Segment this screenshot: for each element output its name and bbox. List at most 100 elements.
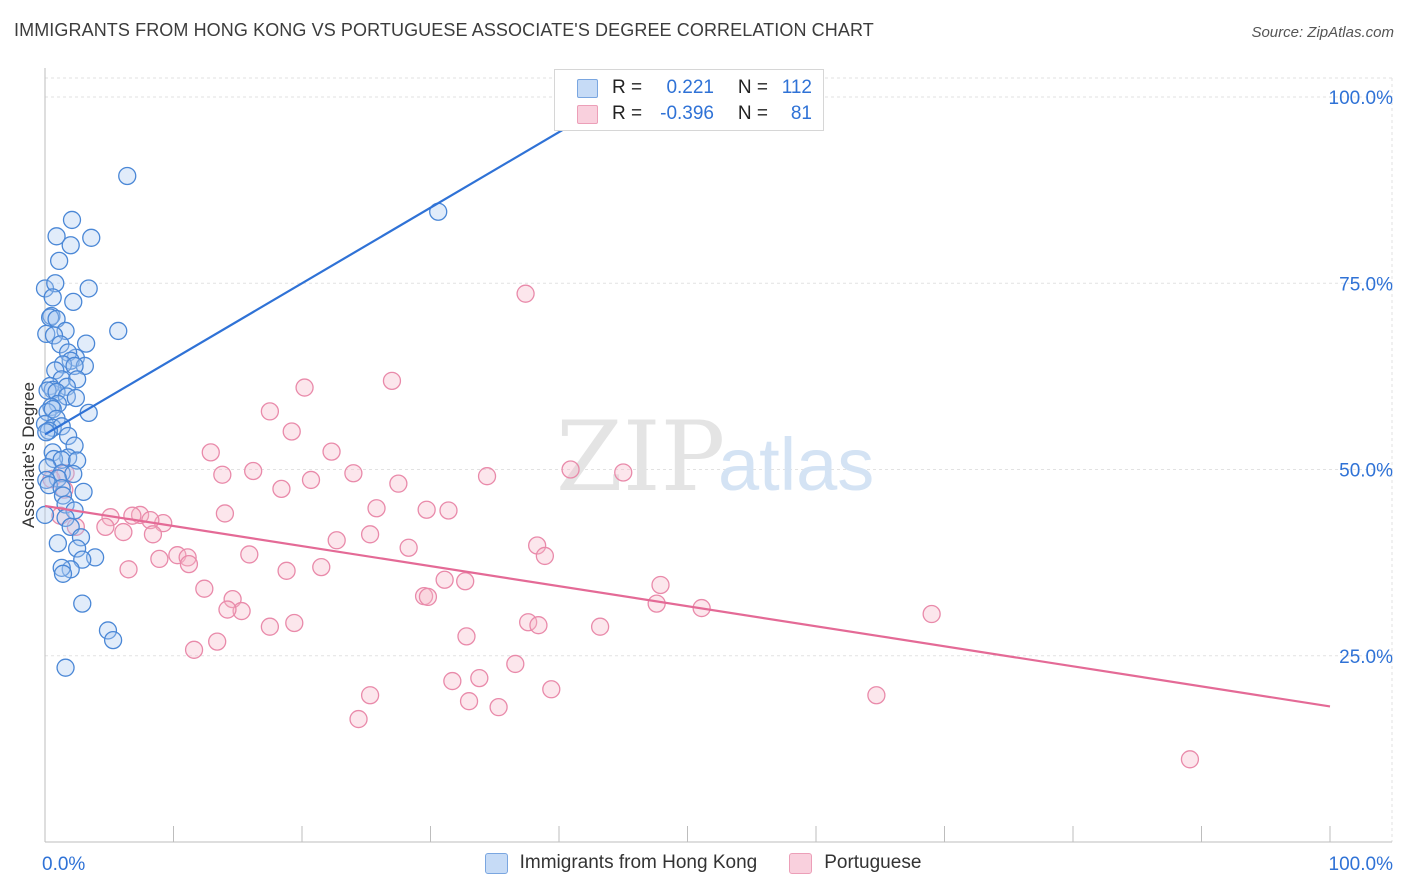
data-point-portuguese bbox=[195, 579, 214, 598]
y-tick-label: 25.0% bbox=[1339, 647, 1393, 668]
data-point-hong-kong bbox=[48, 534, 67, 553]
data-point-hong-kong bbox=[66, 388, 85, 408]
chart-title: IMMIGRANTS FROM HONG KONG VS PORTUGUESE … bbox=[14, 20, 874, 40]
data-point-portuguese bbox=[282, 422, 301, 441]
data-point-hong-kong bbox=[53, 564, 73, 583]
data-point-portuguese bbox=[322, 442, 341, 461]
data-point-portuguese bbox=[232, 601, 251, 621]
data-point-hong-kong bbox=[52, 450, 71, 469]
legend-row-portuguese: R = -0.396 N = 81 bbox=[577, 102, 812, 126]
data-point-portuguese bbox=[272, 479, 291, 499]
data-point-hong-kong bbox=[67, 370, 87, 389]
data-point-hong-kong bbox=[37, 423, 56, 442]
data-point-portuguese bbox=[417, 500, 436, 519]
legend-label-portuguese: Portuguese bbox=[824, 852, 922, 873]
data-point-portuguese bbox=[327, 531, 346, 550]
legend-item-portuguese[interactable]: Portuguese bbox=[789, 852, 921, 874]
legend-swatch-blue bbox=[577, 78, 598, 98]
data-point-portuguese bbox=[477, 467, 497, 486]
legend-item-hong-kong[interactable]: Immigrants from Hong Kong bbox=[484, 852, 757, 874]
trend-line-portuguese bbox=[44, 504, 1331, 708]
data-point-portuguese bbox=[218, 600, 237, 619]
y-tick-label: 50.0% bbox=[1339, 461, 1393, 482]
data-point-hong-kong bbox=[35, 505, 55, 525]
data-point-portuguese bbox=[215, 504, 235, 523]
trend-line-hong-kong bbox=[44, 125, 569, 436]
data-point-hong-kong bbox=[82, 228, 101, 247]
legend-r-label: R = bbox=[612, 77, 643, 98]
data-point-portuguese bbox=[516, 284, 535, 303]
data-point-portuguese bbox=[1180, 750, 1200, 769]
data-point-hong-kong bbox=[44, 326, 64, 345]
data-point-hong-kong bbox=[56, 321, 75, 341]
data-point-portuguese bbox=[150, 549, 169, 569]
data-point-portuguese bbox=[439, 501, 458, 520]
source-credit: Source: ZipAtlas.com bbox=[1251, 24, 1394, 41]
data-point-hong-kong bbox=[46, 274, 65, 293]
data-point-portuguese bbox=[367, 499, 386, 518]
data-point-hong-kong bbox=[62, 210, 82, 230]
data-point-hong-kong bbox=[61, 236, 80, 255]
data-point-portuguese bbox=[114, 522, 133, 542]
data-point-hong-kong bbox=[48, 469, 67, 488]
data-point-portuguese bbox=[459, 692, 479, 711]
y-axis-label: Associate's Degree bbox=[19, 382, 38, 528]
data-point-portuguese bbox=[456, 572, 475, 591]
data-point-portuguese bbox=[443, 671, 462, 691]
data-point-portuguese bbox=[470, 668, 489, 688]
data-point-portuguese bbox=[590, 617, 610, 636]
legend-swatch-blue bbox=[484, 852, 508, 874]
data-point-portuguese bbox=[184, 640, 204, 659]
data-point-portuguese bbox=[389, 474, 408, 493]
data-point-portuguese bbox=[201, 443, 220, 462]
data-point-hong-kong bbox=[56, 658, 75, 677]
data-point-portuguese bbox=[295, 378, 314, 397]
legend-swatch-pink bbox=[789, 852, 813, 874]
data-point-portuguese bbox=[277, 561, 296, 580]
data-point-hong-kong bbox=[65, 356, 84, 376]
data-point-hong-kong bbox=[74, 482, 93, 502]
data-point-portuguese bbox=[360, 525, 380, 544]
data-point-portuguese bbox=[922, 604, 941, 624]
data-point-hong-kong bbox=[43, 400, 62, 419]
data-point-portuguese bbox=[561, 460, 580, 479]
watermark: ZIP atlas bbox=[556, 401, 874, 513]
data-point-portuguese bbox=[96, 517, 115, 537]
data-point-hong-kong bbox=[58, 426, 78, 446]
data-point-portuguese bbox=[360, 686, 380, 705]
series-legend: Immigrants from Hong Kong Portuguese bbox=[0, 852, 1406, 874]
data-point-portuguese bbox=[542, 680, 561, 699]
data-point-hong-kong bbox=[103, 630, 123, 650]
data-point-portuguese bbox=[244, 461, 263, 481]
data-point-portuguese bbox=[867, 686, 886, 705]
data-point-portuguese bbox=[260, 402, 280, 421]
data-point-portuguese bbox=[382, 371, 402, 390]
data-point-hong-kong bbox=[64, 464, 83, 484]
x-tick-label-min: 0.0% bbox=[42, 854, 85, 875]
data-point-hong-kong bbox=[76, 334, 96, 353]
y-tick-labels: 25.0% 50.0% 75.0% 100.0% bbox=[1329, 88, 1394, 668]
watermark-zip: ZIP bbox=[556, 401, 725, 513]
data-point-portuguese bbox=[529, 616, 548, 635]
legend-r-value: 0.221 bbox=[666, 77, 714, 98]
data-point-hong-kong bbox=[67, 539, 87, 558]
data-point-hong-kong bbox=[37, 324, 56, 344]
x-tick-labels: 0.0% 100.0% bbox=[42, 854, 1393, 875]
data-point-portuguese bbox=[213, 465, 232, 484]
series-portuguese bbox=[42, 284, 1200, 769]
data-point-portuguese bbox=[301, 470, 321, 490]
data-point-portuguese bbox=[260, 617, 280, 636]
data-point-hong-kong bbox=[79, 279, 98, 298]
data-point-portuguese bbox=[344, 464, 363, 483]
legend-r-label: R = bbox=[612, 103, 643, 124]
data-point-hong-kong bbox=[73, 594, 92, 613]
data-point-portuguese bbox=[240, 545, 259, 564]
data-point-portuguese bbox=[614, 463, 633, 482]
data-point-hong-kong bbox=[64, 292, 83, 312]
data-point-hong-kong bbox=[47, 227, 66, 246]
data-point-portuguese bbox=[119, 560, 138, 579]
data-point-hong-kong bbox=[71, 528, 91, 547]
data-point-portuguese bbox=[399, 538, 418, 557]
data-point-portuguese bbox=[647, 594, 666, 613]
